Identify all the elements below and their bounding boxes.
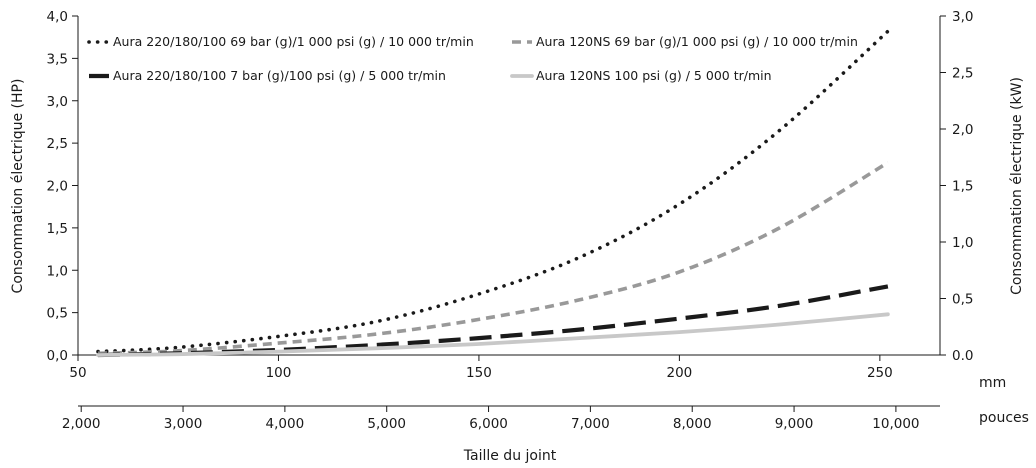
series-line-4 xyxy=(96,312,890,357)
y2-tick-label: 0.0 xyxy=(952,348,973,364)
x2-tick-label: 7,000 xyxy=(571,416,610,432)
x2-axis-ticks: 2,000 3,000 4,000 5,000 6,000 7,000 8,000 9,000… xyxy=(62,406,920,432)
y-axis-ticks: 0,0 0,5 1,0 1,5 2,0 2,5 3,0 3,5 4,0 xyxy=(47,9,78,364)
x-tick-label: 200 xyxy=(667,365,693,381)
x-axis-title: Taille du joint xyxy=(463,448,557,464)
x-axis-ticks: 50 100 150 200 250 xyxy=(69,355,893,381)
x-tick-label: 250 xyxy=(867,365,893,381)
y2-axis-ticks: 0.0 0,5 1,0 1,5 2,0 2,5 3,0 xyxy=(940,9,973,364)
y-tick-label: 1,5 xyxy=(47,221,68,237)
y-tick-label: 4,0 xyxy=(47,9,68,25)
y-tick-label: 3,5 xyxy=(47,51,68,67)
y-tick-label: 0,5 xyxy=(47,306,68,322)
x-tick-label: 150 xyxy=(466,365,492,381)
y2-tick-label: 0,5 xyxy=(952,292,973,308)
legend-label-2: Aura 120NS 69 bar (g)/1 000 psi (g) / 10… xyxy=(536,34,858,49)
x-unit-inches: pouces xyxy=(979,410,1029,426)
legend-label-4: Aura 120NS 100 psi (g) / 5 000 tr/min xyxy=(536,68,772,83)
x2-tick-label: 2,000 xyxy=(62,416,101,432)
series-group xyxy=(96,29,890,358)
legend-label-1: Aura 220/180/100 69 bar (g)/1 000 psi (g… xyxy=(113,34,474,49)
x2-tick-label: 9,000 xyxy=(775,416,814,432)
y-tick-label: 0,0 xyxy=(47,348,68,364)
x2-tick-label: 8,000 xyxy=(673,416,712,432)
y2-axis-title: Consommation électrique (kW) xyxy=(1009,77,1025,295)
y-tick-label: 3,0 xyxy=(47,94,68,110)
y2-tick-label: 3,0 xyxy=(952,9,973,25)
y2-tick-label: 2,5 xyxy=(952,66,973,82)
x2-tick-label: 10,000 xyxy=(872,416,919,432)
x2-tick-label: 5,000 xyxy=(367,416,406,432)
y-tick-label: 1,0 xyxy=(47,263,68,279)
series-line-2 xyxy=(97,161,889,356)
x-tick-label: 50 xyxy=(69,365,86,381)
y-tick-label: 2,0 xyxy=(47,179,68,195)
y-axis-title: Consommation électrique (HP) xyxy=(10,79,26,294)
y-tick-label: 2,5 xyxy=(47,136,68,152)
y2-tick-label: 1,0 xyxy=(952,235,973,251)
legend-label-3: Aura 220/180/100 7 bar (g)/100 psi (g) /… xyxy=(113,68,446,83)
x2-tick-label: 6,000 xyxy=(469,416,508,432)
x-unit-mm: mm xyxy=(979,375,1006,391)
y2-tick-label: 1,5 xyxy=(952,179,973,195)
legend: Aura 220/180/100 69 bar (g)/1 000 psi (g… xyxy=(87,34,858,83)
x-tick-label: 100 xyxy=(266,365,292,381)
y2-tick-label: 2,0 xyxy=(952,122,973,138)
x2-tick-label: 3,000 xyxy=(164,416,203,432)
x2-tick-label: 4,000 xyxy=(266,416,305,432)
series-line-1 xyxy=(96,29,890,354)
